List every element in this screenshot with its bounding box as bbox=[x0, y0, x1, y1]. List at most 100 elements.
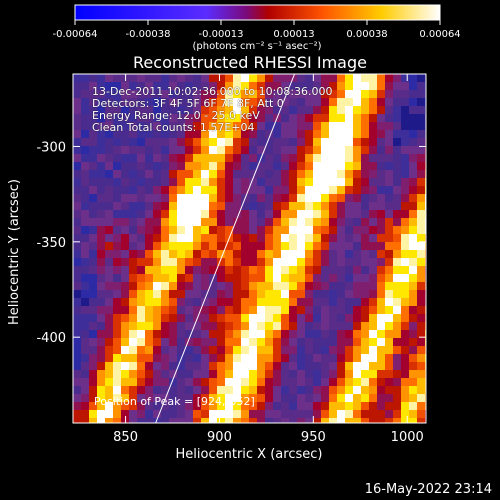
heatmap-cell bbox=[273, 386, 281, 394]
heatmap-cell bbox=[377, 370, 385, 378]
heatmap-cell bbox=[137, 290, 145, 298]
heatmap-cell bbox=[321, 226, 329, 234]
heatmap-cell bbox=[129, 266, 137, 274]
heatmap-cell bbox=[249, 170, 257, 178]
heatmap-cell bbox=[345, 138, 353, 146]
heatmap-cell bbox=[233, 170, 241, 178]
heatmap-cell bbox=[209, 290, 217, 298]
heatmap-cell bbox=[105, 242, 113, 250]
heatmap-cell bbox=[105, 162, 113, 170]
heatmap-cell bbox=[73, 314, 81, 322]
heatmap-cell bbox=[193, 274, 201, 282]
heatmap-cell bbox=[121, 186, 129, 194]
heatmap-cell bbox=[289, 242, 297, 250]
heatmap-cell bbox=[153, 74, 161, 82]
heatmap-cell bbox=[153, 202, 161, 210]
heatmap-cell bbox=[265, 226, 273, 234]
heatmap-cell bbox=[281, 202, 289, 210]
heatmap-cell bbox=[273, 186, 281, 194]
heatmap-cell bbox=[217, 218, 225, 226]
heatmap-cell bbox=[169, 250, 177, 258]
heatmap-cell bbox=[137, 298, 145, 306]
heatmap-cell bbox=[313, 194, 321, 202]
heatmap-cell bbox=[257, 402, 265, 410]
heatmap-cell bbox=[377, 170, 385, 178]
heatmap-cell bbox=[401, 394, 409, 402]
heatmap-cell bbox=[129, 130, 137, 138]
heatmap-cell bbox=[185, 162, 193, 170]
heatmap-cell bbox=[361, 138, 369, 146]
heatmap-cell bbox=[257, 322, 265, 330]
heatmap-cell bbox=[289, 322, 297, 330]
heatmap-cell bbox=[193, 250, 201, 258]
heatmap-cell bbox=[281, 418, 289, 423]
heatmap-cell bbox=[113, 394, 121, 402]
heatmap-cell bbox=[249, 98, 257, 106]
heatmap-cell bbox=[209, 314, 217, 322]
heatmap-cell bbox=[121, 282, 129, 290]
heatmap-cell bbox=[369, 90, 377, 98]
heatmap-cell bbox=[145, 354, 153, 362]
heatmap-cell bbox=[97, 258, 105, 266]
heatmap-cell bbox=[153, 106, 161, 114]
heatmap-cell bbox=[281, 186, 289, 194]
heatmap-cell bbox=[369, 178, 377, 186]
heatmap-cell bbox=[121, 386, 129, 394]
heatmap-cell bbox=[137, 98, 145, 106]
heatmap-cell bbox=[185, 234, 193, 242]
heatmap-cell bbox=[177, 218, 185, 226]
heatmap-cell bbox=[281, 138, 289, 146]
heatmap-cell bbox=[161, 130, 169, 138]
heatmap-cell bbox=[201, 74, 209, 82]
heatmap-cell bbox=[329, 130, 337, 138]
heatmap-cell bbox=[401, 82, 409, 90]
heatmap-cell bbox=[161, 122, 169, 130]
heatmap-cell bbox=[257, 74, 265, 82]
heatmap-cell bbox=[329, 226, 337, 234]
heatmap-cell bbox=[185, 306, 193, 314]
heatmap-cell bbox=[361, 322, 369, 330]
heatmap-cell bbox=[313, 370, 321, 378]
heatmap-cell bbox=[145, 90, 153, 98]
heatmap-cell bbox=[281, 306, 289, 314]
heatmap-cell bbox=[121, 114, 129, 122]
heatmap-cell bbox=[105, 298, 113, 306]
heatmap-cell bbox=[273, 394, 281, 402]
heatmap-cell bbox=[273, 90, 281, 98]
heatmap-cell bbox=[249, 154, 257, 162]
heatmap-cell bbox=[137, 114, 145, 122]
heatmap-cell bbox=[417, 226, 425, 234]
heatmap-cell bbox=[377, 322, 385, 330]
heatmap-cell bbox=[145, 114, 153, 122]
heatmap-cell bbox=[89, 98, 97, 106]
heatmap-cell bbox=[313, 186, 321, 194]
heatmap-cell bbox=[105, 202, 113, 210]
heatmap-cell bbox=[385, 386, 393, 394]
heatmap-cell bbox=[153, 354, 161, 362]
heatmap-cell bbox=[169, 138, 177, 146]
heatmap-cell bbox=[273, 282, 281, 290]
heatmap-cell bbox=[337, 202, 345, 210]
heatmap-cell bbox=[105, 346, 113, 354]
heatmap-cell bbox=[105, 370, 113, 378]
heatmap-cell bbox=[153, 114, 161, 122]
heatmap-cell bbox=[217, 378, 225, 386]
heatmap-cell bbox=[73, 242, 81, 250]
heatmap-cell bbox=[265, 130, 273, 138]
heatmap-cell bbox=[305, 202, 313, 210]
heatmap-cell bbox=[337, 210, 345, 218]
heatmap-cell bbox=[121, 146, 129, 154]
heatmap-cell bbox=[321, 130, 329, 138]
heatmap-cell bbox=[265, 338, 273, 346]
heatmap-cell bbox=[369, 170, 377, 178]
heatmap-cell bbox=[289, 98, 297, 106]
heatmap-cell bbox=[313, 122, 321, 130]
heatmap-cell bbox=[193, 370, 201, 378]
heatmap-cell bbox=[361, 418, 369, 423]
heatmap-cell bbox=[233, 410, 241, 418]
heatmap-cell bbox=[273, 162, 281, 170]
heatmap-cell bbox=[249, 402, 257, 410]
heatmap-cell bbox=[409, 114, 417, 122]
heatmap-cell bbox=[233, 290, 241, 298]
heatmap-cell bbox=[321, 306, 329, 314]
